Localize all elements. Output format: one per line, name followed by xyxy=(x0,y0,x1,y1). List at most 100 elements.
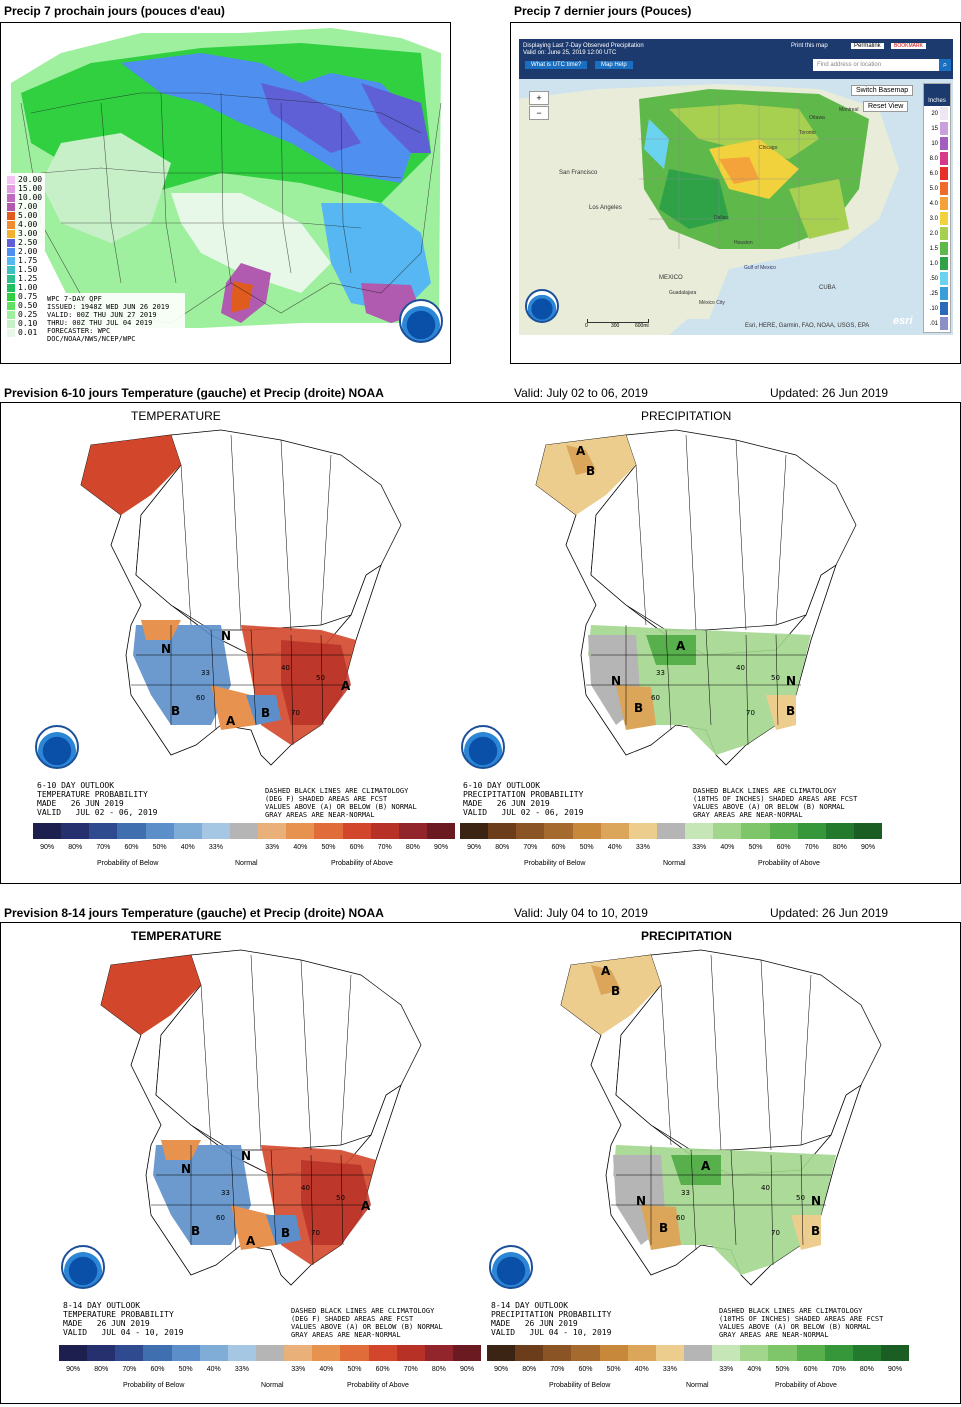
legend-swatch xyxy=(852,1345,881,1361)
isoline-label: 60 xyxy=(651,694,660,702)
obs-scale-swatch xyxy=(940,197,948,210)
legend-swatch xyxy=(201,823,230,839)
qpf-legend-label: 0.25 xyxy=(18,310,38,319)
outlook-610-title: Prevision 6-10 jours Temperature (gauche… xyxy=(4,386,384,400)
isoline-label: 70 xyxy=(771,1229,780,1237)
province-boundary xyxy=(280,439,292,631)
state-boundary xyxy=(290,634,294,746)
outlook-814-updated: Updated: 26 Jun 2019 xyxy=(770,906,889,920)
qpf-legend-label: 20.00 xyxy=(18,175,43,184)
obs-scale-item: 4.0 xyxy=(924,196,950,211)
qpf-legend-item: 5.00 xyxy=(7,211,42,220)
legend-pct: 60% xyxy=(776,844,791,851)
legend-pct: 33% xyxy=(662,1366,677,1373)
switch-basemap-button[interactable]: Switch Basemap xyxy=(851,85,914,96)
qpf-legend-swatch xyxy=(7,274,15,283)
qpf-legend-swatch xyxy=(7,247,15,256)
legend-pct: 50% xyxy=(775,1366,790,1373)
utc-button[interactable]: What is UTC time? xyxy=(525,61,588,69)
qpf-legend-swatch xyxy=(7,202,15,211)
category-label: B xyxy=(281,1226,290,1240)
legend-pct: 60% xyxy=(578,1366,593,1373)
legend-swatch xyxy=(424,1345,453,1361)
map-help-button[interactable]: Map Help xyxy=(595,61,633,69)
legend-pct: 90% xyxy=(460,1366,475,1373)
obs-scale-label: 4.0 xyxy=(929,200,938,207)
qpf-info-line: ISSUED: 1948Z WED JUN 26 2019 xyxy=(47,303,170,311)
obs-scale-swatch xyxy=(940,302,948,315)
zoom-out-button[interactable]: − xyxy=(529,106,549,120)
qpf-panel: 20.00 15.00 10.00 7.00 5.00 4.00 3.00 2.50 2.00 1… xyxy=(0,22,451,364)
legend-pct: 60% xyxy=(375,1366,390,1373)
search-icon[interactable]: ⌕ xyxy=(939,59,951,71)
category-label: B xyxy=(171,704,180,718)
qpf-legend-item: 4.00 xyxy=(7,220,42,229)
legend-pct: 60% xyxy=(124,844,139,851)
obs-scale-label: 3.0 xyxy=(929,215,938,222)
state-boundary xyxy=(340,1154,344,1246)
province-boundary xyxy=(180,464,192,626)
legend-swatch xyxy=(370,823,399,839)
legend-pct: 40% xyxy=(180,844,195,851)
obs-scale-item: .01 xyxy=(924,316,950,331)
place-gulf-of-mexico: Gulf of Mexico xyxy=(744,265,776,271)
legend-pct: 70% xyxy=(550,1366,565,1373)
zoom-in-button[interactable]: + xyxy=(529,91,549,105)
legend-swatch xyxy=(571,1345,600,1361)
units-label: Inches xyxy=(924,84,950,106)
above-label: Probability of Above xyxy=(347,1382,409,1389)
precip-label: PRECIPITATION xyxy=(641,409,732,423)
obs-scale-swatch xyxy=(940,272,948,285)
reset-view-button[interactable]: Reset View xyxy=(863,101,909,112)
header-line1: Displaying Last 7-Day Observed Precipita… xyxy=(523,43,644,49)
qpf-legend-item: 0.25 xyxy=(7,310,42,319)
obs-scale-label: 10 xyxy=(931,140,938,147)
qpf-legend-item: 7.00 xyxy=(7,202,42,211)
qpf-legend-swatch xyxy=(7,184,15,193)
category-label: B xyxy=(659,1221,668,1235)
temp-814-note: DASHED BLACK LINES ARE CLIMATOLOGY (DEG … xyxy=(291,1307,443,1339)
canada-region xyxy=(135,429,402,631)
legend-pct: 90% xyxy=(434,844,449,851)
obs-scale-swatch xyxy=(940,152,948,165)
alaska-below-strong xyxy=(591,965,621,995)
qpf-legend-label: 15.00 xyxy=(18,184,43,193)
qpf-legend-label: 0.10 xyxy=(18,319,38,328)
state-boundary xyxy=(230,1149,237,1251)
east-above-strong xyxy=(301,1160,371,1245)
obs-scale-swatch xyxy=(940,137,948,150)
qpf-legend-item: 1.75 xyxy=(7,256,42,265)
obs-scale-swatch xyxy=(940,317,948,330)
precip-610-pcts: 90% 80% 70% 60% 50% 40% 33% 33% 40% 50% 60% 70% 80% 9… xyxy=(460,844,882,851)
isoline-label: 60 xyxy=(676,1214,685,1222)
outlook-814-valid: Valid: July 04 to 10, 2019 xyxy=(514,906,648,920)
category-label: A xyxy=(361,1199,371,1213)
legend-pct xyxy=(684,1366,712,1373)
alaska-above xyxy=(81,435,181,515)
legend-swatch xyxy=(713,823,742,839)
alaska-below xyxy=(561,955,661,1035)
bookmark-button[interactable]: BOOKMARK xyxy=(891,43,926,49)
category-label: A xyxy=(601,964,611,978)
obs-scale-item: 5.0 xyxy=(924,181,950,196)
legend-pct xyxy=(657,844,685,851)
qpf-legend-item: 1.50 xyxy=(7,265,42,274)
permalink-button[interactable]: Permalink xyxy=(851,43,884,49)
legend-pct: 80% xyxy=(522,1366,537,1373)
isoline-label: 60 xyxy=(196,694,205,702)
legend-pct: 40% xyxy=(206,1366,221,1373)
canada-region xyxy=(155,949,422,1151)
temp-610-note: DASHED BLACK LINES ARE CLIMATOLOGY (DEG … xyxy=(265,787,417,819)
legend-swatch xyxy=(797,823,826,839)
qpf-legend-swatch xyxy=(7,283,15,292)
search-input[interactable]: Find address or location xyxy=(813,59,939,71)
print-map-link[interactable]: Print this map xyxy=(791,43,828,49)
temp-label: TEMPERATURE xyxy=(131,929,222,943)
legend-swatch xyxy=(452,1345,482,1361)
qpf-legend-item: 2.50 xyxy=(7,238,42,247)
obs-scale-label: 1.0 xyxy=(929,260,938,267)
temp-610-map: B N N A A B 33 40 50 60 70 xyxy=(80,429,402,766)
outlook-814-title: Prevision 8-14 jours Temperature (gauche… xyxy=(4,906,384,920)
legend-pct: 40% xyxy=(747,1366,762,1373)
above-label: Probability of Above xyxy=(775,1382,837,1389)
